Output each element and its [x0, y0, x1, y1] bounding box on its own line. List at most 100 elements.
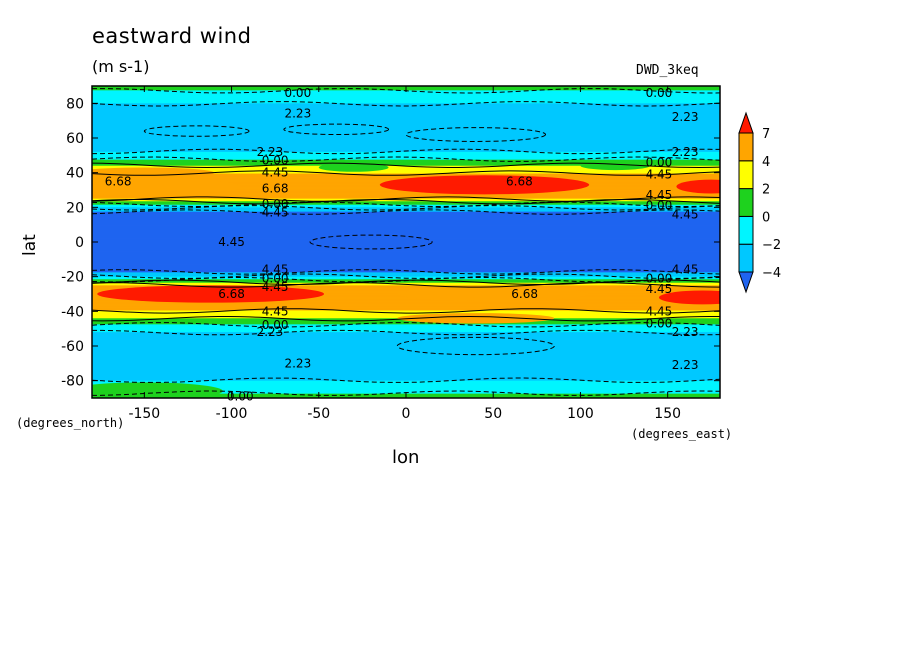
band-strip — [92, 129, 720, 131]
band-strip — [92, 200, 720, 202]
chart-title: eastward wind — [92, 24, 252, 48]
contour-label: 6.68 — [262, 181, 289, 195]
band-strip — [92, 265, 720, 267]
band-strip — [92, 209, 720, 212]
contour-label: 2.23 — [672, 110, 699, 124]
contour-label: 0.00 — [284, 86, 311, 100]
band-strip — [92, 242, 720, 245]
band-strip — [92, 379, 720, 382]
band-strip — [92, 149, 720, 151]
contour-line — [92, 88, 720, 94]
band-strip — [92, 164, 720, 166]
band-strip — [92, 208, 720, 210]
band-strip — [92, 190, 720, 192]
band-strip — [92, 281, 720, 283]
band-strip — [92, 249, 720, 252]
band-strip — [92, 103, 720, 105]
band-strip — [92, 290, 720, 292]
band-strip — [92, 331, 720, 333]
contour-lines — [92, 88, 720, 396]
band-strip — [92, 350, 720, 352]
contour-labels: 0.00 0.002.23 2.232.23 2.230.00 0.004.45 4.45… — [105, 86, 699, 403]
band-strip — [92, 89, 720, 91]
band-strip — [92, 359, 720, 361]
band-strip — [92, 327, 720, 330]
contour-line — [92, 101, 720, 107]
colorbar-label: −2 — [762, 238, 781, 253]
band-strip — [92, 162, 720, 164]
band-strip — [92, 117, 720, 119]
y-tick-label: -80 — [61, 374, 84, 390]
band-strip — [92, 315, 720, 318]
y-tick-label: -60 — [61, 339, 84, 355]
colorbar-label: 0 — [762, 210, 770, 225]
band-strip — [92, 352, 720, 355]
contour-label: 4.45 — [218, 235, 245, 249]
band-strip — [92, 232, 720, 234]
band-strip — [92, 209, 720, 211]
band-strip — [92, 223, 720, 226]
band-strip — [92, 394, 720, 396]
band-strip — [92, 358, 720, 360]
anomaly-blob — [397, 287, 590, 301]
x-axis-units: (degrees_east) — [631, 427, 733, 441]
band-strip — [92, 319, 720, 321]
anomaly-blob — [97, 285, 325, 303]
band-strip — [92, 128, 720, 130]
band-strip — [92, 267, 720, 269]
band-strip — [92, 324, 720, 326]
band-strip — [92, 134, 720, 136]
band-strip — [92, 92, 720, 94]
band-strip — [92, 260, 720, 262]
contour-line — [92, 273, 720, 279]
contour-label: 4.45 — [672, 207, 699, 221]
band-strip — [92, 218, 720, 221]
band-strip — [92, 273, 720, 275]
band-strip — [92, 368, 720, 370]
band-strip — [92, 289, 720, 292]
band-strip — [92, 179, 720, 182]
band-strip — [92, 277, 720, 279]
x-axis-ticks: -150 -100 -50 0 50 100 150 — [128, 86, 681, 422]
band-strip — [92, 252, 720, 254]
band-strip — [92, 340, 720, 343]
band-strip — [92, 163, 720, 165]
y-tick-label: -20 — [61, 270, 84, 286]
x-tick-label: -50 — [307, 406, 330, 422]
band-strip — [92, 376, 720, 378]
contour-loop — [396, 336, 555, 356]
band-strip — [92, 105, 720, 107]
y-tick-label: 40 — [66, 166, 84, 182]
contour-label: 2.23 — [257, 145, 284, 159]
band-strip — [92, 164, 720, 167]
contour-label: 0.00 — [262, 154, 289, 168]
contour-line — [92, 148, 720, 155]
colorbar-box — [738, 132, 754, 162]
band-strip — [92, 189, 720, 191]
band-strip — [92, 131, 720, 134]
contour-label: 4.45 — [262, 263, 289, 277]
band-strip — [92, 203, 720, 205]
band-strip — [92, 212, 720, 214]
band-strip — [92, 283, 720, 286]
band-strip — [92, 233, 720, 235]
band-strip — [92, 133, 720, 136]
band-strip — [92, 336, 720, 338]
band-strip — [92, 338, 720, 340]
contour-label: 0.00 — [262, 271, 289, 285]
contour-label: 2.23 — [672, 325, 699, 339]
band-strip — [92, 191, 720, 194]
band-strip — [92, 255, 720, 258]
band-strip — [92, 262, 720, 265]
band-strip — [92, 210, 720, 213]
band-strip — [92, 221, 720, 223]
contour-line — [92, 269, 720, 275]
colorbar-label: 4 — [762, 155, 770, 170]
band-strip — [92, 178, 720, 181]
band-strip — [92, 229, 720, 232]
band-strip — [92, 278, 720, 280]
contour-line — [92, 156, 720, 162]
band-strip — [92, 271, 720, 273]
band-strip — [92, 152, 720, 155]
